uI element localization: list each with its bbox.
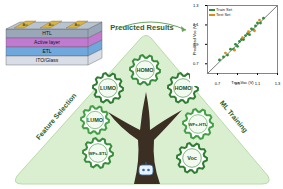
svg-text:HOMO: HOMO bbox=[174, 84, 192, 91]
svg-text:0.7: 0.7 bbox=[215, 81, 221, 86]
svg-text:1.1: 1.1 bbox=[255, 81, 261, 86]
svg-text:ITO/Glass: ITO/Glass bbox=[36, 57, 59, 63]
svg-text:Predicted Results: Predicted Results bbox=[110, 23, 174, 32]
svg-text:Predicted Voc (V): Predicted Voc (V) bbox=[192, 23, 197, 55]
svg-text:ML Training: ML Training bbox=[218, 99, 249, 134]
svg-text:LUMO: LUMO bbox=[87, 117, 104, 123]
svg-text:ETL: ETL bbox=[42, 48, 51, 54]
svg-text:Active layer: Active layer bbox=[34, 39, 60, 45]
svg-text:Au: Au bbox=[49, 22, 54, 27]
svg-text:1.3: 1.3 bbox=[275, 81, 281, 86]
svg-text:HTL: HTL bbox=[42, 30, 52, 36]
svg-text:LUMO: LUMO bbox=[100, 85, 117, 91]
html-text:Train Set: Train Set bbox=[216, 7, 233, 12]
html-text:Test Set: Test Set bbox=[216, 12, 231, 17]
svg-text:Voc: Voc bbox=[187, 155, 197, 161]
svg-text:Feature Selection: Feature Selection bbox=[35, 92, 78, 141]
svg-text:0.7: 0.7 bbox=[193, 61, 199, 66]
svg-text:True Voc (V): True Voc (V) bbox=[231, 80, 254, 85]
svg-text:WFs-ETL: WFs-ETL bbox=[89, 151, 108, 156]
svg-text:1.3: 1.3 bbox=[193, 3, 199, 8]
svg-text:Au: Au bbox=[23, 22, 28, 27]
svg-text:WFs-HTL: WFs-HTL bbox=[189, 122, 208, 127]
svg-text:Au: Au bbox=[75, 22, 80, 27]
svg-text:HOMO: HOMO bbox=[136, 67, 154, 73]
